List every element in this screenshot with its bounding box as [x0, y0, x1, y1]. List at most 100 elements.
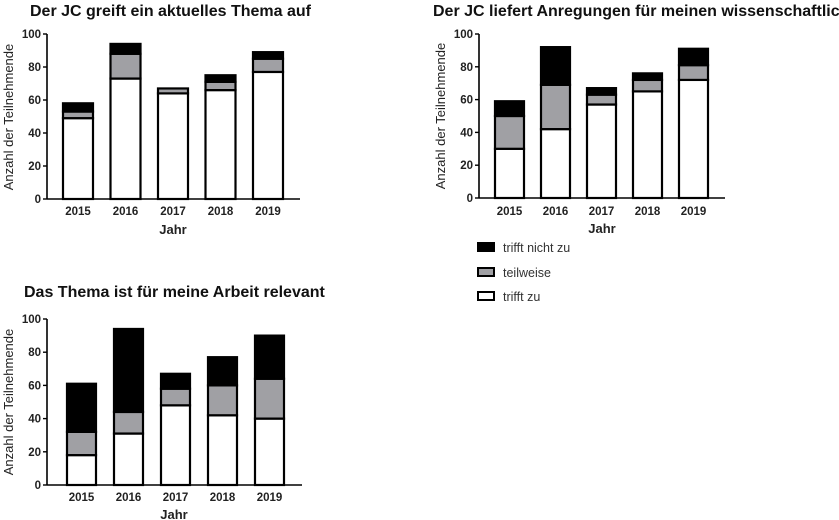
legend-swatch-teilweise [477, 267, 495, 277]
y-tick-label: 20 [28, 161, 41, 173]
bar-segment-trifft-zu-2015 [61, 117, 95, 201]
legend-label: trifft nicht zu [503, 241, 570, 255]
legend-label: teilweise [503, 266, 551, 280]
y-tick-label: 100 [454, 29, 473, 41]
bar-segment-trifft-zu-2018 [204, 88, 237, 201]
legend-item-trifft-nicht-zu: trifft nicht zu [477, 241, 570, 255]
bar-segment-trifft-nicht-zu-2017 [159, 372, 192, 390]
y-tick-label: 60 [28, 95, 41, 107]
bar-segment-teilweise-2017 [159, 387, 192, 407]
bar-segment-trifft-nicht-zu-2018 [206, 356, 239, 387]
bar-stack-2015 [61, 102, 95, 201]
bar-segment-teilweise-2018 [206, 384, 239, 417]
bar-segment-trifft-zu-2019 [251, 70, 285, 201]
bar-stack-2019 [251, 51, 285, 201]
bar-segment-trifft-zu-2015 [65, 454, 98, 487]
y-tick-label: 40 [28, 414, 41, 426]
y-axis-label: Anzahl der Teilnehmende [433, 43, 448, 189]
legend: trifft nicht zu teilweise trifft zu [477, 241, 570, 304]
bar-segment-trifft-nicht-zu-2016 [539, 46, 572, 86]
bar-segment-trifft-zu-2018 [631, 90, 664, 200]
x-tick-label: 2018 [208, 206, 234, 218]
bar-segment-trifft-zu-2016 [112, 432, 145, 487]
bar-segment-trifft-nicht-zu-2018 [204, 74, 237, 83]
x-tick-label: 2016 [116, 492, 142, 504]
y-axis-label: Anzahl der Teilnehmende [1, 44, 16, 190]
bar-segment-trifft-zu-2017 [156, 92, 190, 201]
bar-segment-trifft-nicht-zu-2018 [631, 72, 664, 82]
bar-segment-trifft-zu-2019 [253, 417, 286, 487]
bar-segment-trifft-nicht-zu-2016 [112, 327, 145, 414]
bar-segment-trifft-nicht-zu-2015 [61, 102, 95, 113]
bar-stack-2015 [65, 382, 98, 487]
y-tick-label: 60 [28, 380, 41, 392]
legend-item-trifft-zu: trifft zu [477, 290, 540, 304]
bar-segment-teilweise-2019 [677, 64, 710, 82]
y-tick-label: 100 [22, 314, 41, 326]
bar-stack-2018 [631, 72, 664, 200]
bar-segment-teilweise-2016 [539, 83, 572, 131]
x-axis-label: Jahr [160, 507, 187, 520]
bar-segment-trifft-zu-2017 [159, 404, 192, 487]
bar-segment-trifft-zu-2019 [677, 78, 710, 200]
legend-swatch-trifft-nicht-zu [477, 242, 495, 252]
bar-stack-2015 [493, 100, 526, 200]
bar-segment-trifft-zu-2017 [585, 103, 618, 200]
y-tick-label: 80 [28, 347, 41, 359]
bar-segment-teilweise-2015 [65, 430, 98, 457]
x-tick-label: 2015 [69, 492, 95, 504]
bar-segment-teilweise-2017 [585, 93, 618, 106]
bar-stack-2017 [159, 372, 192, 487]
plot-area: 0 20 40 60 80 100 2015 2016 2017 2018 2019 [22, 314, 302, 504]
bar-stack-2019 [677, 47, 710, 200]
chart-anregungen: Der JC liefert Anregungen für meinen wis… [433, 3, 839, 236]
y-tick-label: 100 [22, 29, 41, 41]
bar-stack-2018 [204, 74, 237, 201]
chart-aktuelles-thema: Der JC greift ein aktuelles Thema auf An… [1, 3, 312, 237]
y-tick-label: 0 [35, 480, 41, 492]
bar-stack-2016 [539, 46, 572, 200]
chart-title: Der JC greift ein aktuelles Thema auf [30, 3, 312, 20]
plot-area: 0 20 40 60 80 100 2015 2016 2017 2018 2019 [22, 29, 300, 218]
bar-segment-trifft-nicht-zu-2015 [65, 382, 98, 433]
y-tick-label: 0 [35, 194, 41, 206]
x-tick-label: 2019 [681, 206, 707, 218]
x-tick-label: 2017 [589, 206, 615, 218]
x-tick-label: 2016 [543, 206, 569, 218]
y-axis-label: Anzahl der Teilnehmende [1, 329, 16, 475]
bar-stack-2017 [585, 87, 618, 200]
bar-segment-trifft-zu-2015 [493, 147, 526, 200]
bar-segment-teilweise-2019 [253, 377, 286, 420]
bar-segment-teilweise-2016 [109, 52, 142, 80]
x-tick-label: 2018 [210, 492, 236, 504]
bar-segment-trifft-nicht-zu-2015 [493, 100, 526, 118]
legend-swatch-trifft-zu [477, 291, 495, 301]
y-tick-label: 0 [467, 193, 473, 205]
bar-segment-trifft-nicht-zu-2017 [585, 87, 618, 96]
bar-stack-2018 [206, 356, 239, 487]
bar-stack-2019 [253, 334, 286, 487]
bar-segment-teilweise-2018 [204, 80, 237, 92]
x-tick-label: 2015 [497, 206, 523, 218]
bar-segment-trifft-nicht-zu-2019 [677, 47, 710, 67]
bar-segment-trifft-zu-2016 [539, 128, 572, 200]
x-tick-label: 2017 [163, 492, 189, 504]
x-tick-label: 2017 [160, 206, 186, 218]
y-tick-label: 40 [28, 128, 41, 140]
x-tick-label: 2015 [65, 206, 91, 218]
bar-segment-trifft-nicht-zu-2019 [253, 334, 286, 380]
x-tick-label: 2018 [635, 206, 661, 218]
x-tick-label: 2016 [113, 206, 139, 218]
plot-area: 0 20 40 60 80 100 2015 2016 2017 2018 2019 [454, 29, 725, 218]
bar-segment-teilweise-2015 [493, 114, 526, 150]
bar-segment-trifft-zu-2018 [206, 414, 239, 487]
x-axis-label: Jahr [588, 221, 615, 236]
y-tick-label: 20 [460, 160, 473, 172]
bar-segment-teilweise-2019 [251, 57, 285, 74]
y-tick-label: 80 [28, 62, 41, 74]
bar-segment-teilweise-2016 [112, 410, 145, 435]
y-tick-label: 20 [28, 447, 41, 459]
bar-segment-teilweise-2018 [631, 78, 664, 93]
x-axis-label: Jahr [159, 222, 186, 237]
